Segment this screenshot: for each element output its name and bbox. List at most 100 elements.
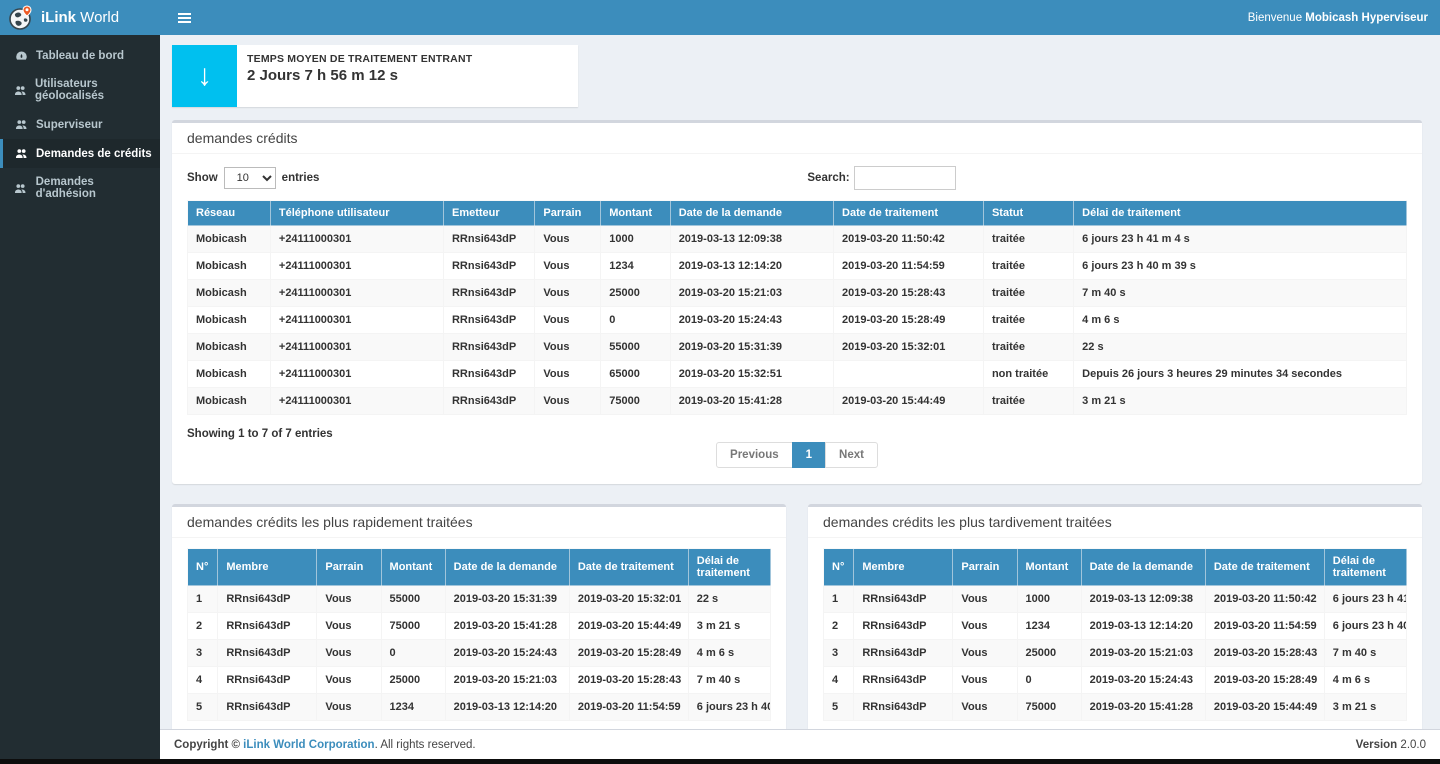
table-cell: RRnsi643dP [218,586,317,613]
table-cell: 2019-03-20 15:28:49 [1205,667,1324,694]
table-row: Mobicash+24111000301RRnsi643dPVous650002… [188,361,1407,388]
table-cell: 2019-03-20 15:41:28 [445,613,569,640]
table-cell: 1 [824,586,854,613]
column-header[interactable]: Date de la demande [670,201,833,226]
table-cell: Vous [535,388,601,415]
table-cell: 4 m 6 s [1324,667,1406,694]
table-cell: traitée [983,388,1073,415]
table-cell: Vous [317,613,381,640]
sidebar-toggle-icon[interactable] [172,7,197,29]
table-cell: +24111000301 [270,361,443,388]
table-cell: 2019-03-20 15:41:28 [670,388,833,415]
users-icon [14,147,28,160]
column-header[interactable]: Statut [983,201,1073,226]
table-cell: 7 m 40 s [1324,640,1406,667]
sidebar-item-label: Demandes de crédits [36,148,152,160]
table-cell: Vous [535,307,601,334]
table-row: Mobicash+24111000301RRnsi643dPVous550002… [188,334,1407,361]
table-cell: 2019-03-13 12:14:20 [670,253,833,280]
table-cell: 75000 [1017,694,1081,721]
table-cell: RRnsi643dP [854,694,953,721]
column-header[interactable]: Montant [601,201,670,226]
table-row: 2RRnsi643dPVous12342019-03-13 12:14:2020… [824,613,1407,640]
table-cell: Vous [535,253,601,280]
search-control: Search: [807,166,955,190]
table-cell: 1234 [601,253,670,280]
company-link[interactable]: iLink World Corporation [243,739,374,751]
column-header[interactable]: Emetteur [443,201,534,226]
sidebar-item-tableau-de-bord[interactable]: Tableau de bord [0,41,160,70]
brand-logo[interactable]: iLink World [0,0,160,35]
table-cell: RRnsi643dP [854,640,953,667]
column-header: Membre [854,549,953,586]
table-cell: 1 [188,586,218,613]
column-header[interactable]: Parrain [535,201,601,226]
table-cell: Vous [953,694,1017,721]
stat-card-label: TEMPS MOYEN DE TRAITEMENT ENTRANT [247,53,472,65]
table-cell: Mobicash [188,226,271,253]
table-cell: Mobicash [188,334,271,361]
table-row: Mobicash+24111000301RRnsi643dPVous123420… [188,253,1407,280]
table-cell: Vous [953,640,1017,667]
table-cell: 2019-03-20 15:31:39 [445,586,569,613]
table-cell: RRnsi643dP [218,640,317,667]
table-cell: 3 m 21 s [1324,694,1406,721]
table-cell: Vous [535,280,601,307]
table-cell: RRnsi643dP [443,361,534,388]
table-cell: RRnsi643dP [218,694,317,721]
column-header[interactable]: Date de traitement [834,201,984,226]
search-input[interactable] [854,166,956,190]
sidebar-item-label: Demandes d'adhésion [36,176,154,200]
table-cell: Vous [535,361,601,388]
table-cell: 2019-03-20 15:31:39 [670,334,833,361]
table-cell: Vous [317,586,381,613]
table-cell: RRnsi643dP [443,280,534,307]
table-row: Mobicash+24111000301RRnsi643dPVous02019-… [188,307,1407,334]
pagination-next-button[interactable]: Next [825,442,878,468]
sidebar-item-demandes-de-credits[interactable]: Demandes de crédits [0,139,160,168]
table-cell: 2019-03-20 15:28:49 [569,640,688,667]
column-header: Membre [218,549,317,586]
table-cell: Mobicash [188,253,271,280]
table-row: Mobicash+24111000301RRnsi643dPVous100020… [188,226,1407,253]
column-header: Parrain [317,549,381,586]
slowest-panel-title: demandes crédits les plus tardivement tr… [808,507,1422,538]
column-header[interactable]: Réseau [188,201,271,226]
entries-select[interactable]: 10 [224,167,276,189]
table-row: 3RRnsi643dPVous250002019-03-20 15:21:032… [824,640,1407,667]
table-cell: Vous [953,613,1017,640]
sidebar-item-utilisateurs-geolocalises[interactable]: Utilisateurs géolocalisés [0,70,160,110]
table-cell: 7 m 40 s [1074,280,1407,307]
table-cell: traitée [983,253,1073,280]
table-cell: 2019-03-20 15:24:43 [670,307,833,334]
table-cell: 2019-03-20 15:44:49 [569,613,688,640]
table-cell: 2019-03-20 15:28:43 [834,280,984,307]
column-header: Date de traitement [1205,549,1324,586]
table-cell: 2019-03-20 15:44:49 [1205,694,1324,721]
table-cell: Vous [535,334,601,361]
table-cell: 7 m 40 s [688,667,770,694]
pagination-page-1-button[interactable]: 1 [792,442,826,468]
column-header[interactable]: Téléphone utilisateur [270,201,443,226]
column-header: Délai de traitement [688,549,770,586]
pagination-previous-button[interactable]: Previous [716,442,793,468]
table-cell: 3 m 21 s [688,613,770,640]
table-cell: 6 jours 23 h 40 m 39 s [1324,613,1406,640]
show-label: Show [187,172,218,184]
table-cell: non traitée [983,361,1073,388]
table-cell: Vous [317,667,381,694]
footer: Copyright © iLink World Corporation. All… [160,729,1440,759]
table-cell: 0 [1017,667,1081,694]
table-cell: Vous [953,667,1017,694]
column-header: Date de la demande [1081,549,1205,586]
table-cell: 2019-03-20 15:24:43 [1081,667,1205,694]
table-cell: RRnsi643dP [443,307,534,334]
stat-card-temps-moyen: ↓ TEMPS MOYEN DE TRAITEMENT ENTRANT 2 Jo… [172,45,578,107]
sidebar-item-demandes-d-adhesion[interactable]: Demandes d'adhésion [0,168,160,208]
table-cell: 2 [824,613,854,640]
brand-name: iLink World [41,9,119,26]
column-header[interactable]: Délai de traitement [1074,201,1407,226]
table-cell: traitée [983,334,1073,361]
sidebar-item-label: Utilisateurs géolocalisés [35,78,154,102]
sidebar-item-superviseur[interactable]: Superviseur [0,110,160,139]
